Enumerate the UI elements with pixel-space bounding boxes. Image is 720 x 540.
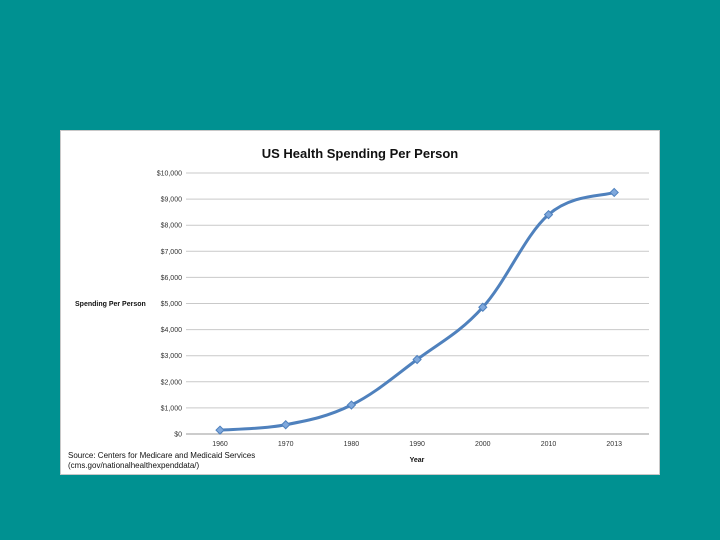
- y-tick-label: $4,000: [161, 327, 183, 334]
- x-tick-label: 1970: [278, 441, 294, 448]
- y-tick-label: $3,000: [161, 353, 183, 360]
- y-tick-label: $6,000: [161, 275, 183, 282]
- x-tick-labels: 1960 1970 1980 1990 2000 2010 2013: [212, 441, 622, 448]
- y-tick-label: $7,000: [161, 249, 183, 256]
- data-point: [215, 425, 225, 435]
- data-point: [609, 187, 619, 198]
- y-tick-label: $2,000: [161, 379, 183, 386]
- series-line: [219, 191, 615, 432]
- x-tick-label: 1960: [212, 441, 228, 448]
- x-tick-label: 2010: [541, 441, 557, 448]
- x-axis-title: Year: [410, 457, 425, 464]
- data-point: [280, 420, 291, 430]
- line-chart: US Health Spending Per Person $0 $1,000 $2…: [75, 146, 649, 464]
- chart-title: US Health Spending Per Person: [262, 146, 459, 161]
- y-tick-label: $10,000: [157, 171, 182, 178]
- series-layer: [215, 187, 619, 435]
- data-point: [543, 209, 554, 220]
- source-line-2: (cms.gov/nationalhealthexpenddata/): [68, 461, 200, 470]
- data-point: [478, 302, 488, 312]
- y-tick-label: $8,000: [161, 223, 183, 230]
- y-tick-label: $9,000: [161, 197, 183, 204]
- y-tick-labels: $0 $1,000 $2,000 $3,000 $4,000 $5,000 $6,000 $7…: [157, 171, 182, 439]
- x-tick-label: 1990: [409, 441, 425, 448]
- gridlines: [186, 172, 649, 435]
- x-tick-label: 2000: [475, 441, 491, 448]
- x-tick-label: 1980: [344, 441, 360, 448]
- y-tick-label: $0: [174, 432, 182, 439]
- y-tick-label: $5,000: [161, 301, 183, 308]
- source-line-1: Source: Centers for Medicare and Medicai…: [68, 451, 256, 460]
- y-axis-title: Spending Per Person: [75, 301, 146, 308]
- y-tick-label: $1,000: [161, 405, 183, 412]
- data-point: [412, 354, 422, 365]
- chart-frame: US Health Spending Per Person $0 $1,000 $2…: [60, 130, 660, 475]
- x-tick-label: 2013: [606, 441, 622, 448]
- data-point: [346, 400, 357, 410]
